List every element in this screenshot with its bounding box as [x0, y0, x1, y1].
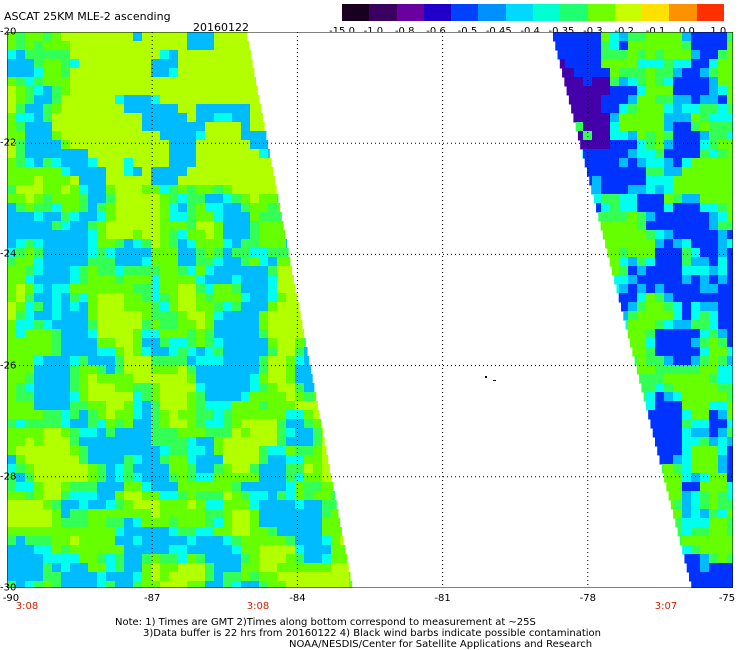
colorbar-swatch [642, 4, 670, 21]
grid-lines [7, 32, 733, 588]
colorbar-swatch [532, 4, 561, 21]
x-tick-label: -81 [434, 593, 451, 604]
map-canvas [7, 32, 733, 588]
colorbar-swatch [505, 4, 533, 21]
colorbar [342, 4, 724, 21]
note-line-1: Note: 1) Times are GMT 2)Times along bot… [115, 617, 536, 628]
pass-time-east: 3:07 [654, 601, 678, 612]
colorbar-swatch [696, 4, 724, 21]
y-tick-label: -24 [0, 248, 17, 260]
x-tick-label: -90 [2, 593, 20, 604]
wind-barb-marks [485, 376, 496, 381]
y-tick-label: -28 [0, 471, 17, 483]
x-tick-label: -87 [144, 593, 161, 604]
colorbar-swatch [560, 4, 588, 21]
colorbar-swatch [669, 4, 697, 21]
note-line-3: NOAA/NESDIS/Center for Satellite Applica… [289, 639, 593, 650]
y-tick-label: -26 [0, 360, 17, 372]
colorbar-swatch [423, 4, 452, 21]
y-tick-label: -22 [0, 137, 17, 149]
colorbar-swatch [396, 4, 424, 21]
x-tick-label: -84 [289, 593, 306, 604]
colorbar-swatch [478, 4, 506, 21]
pass-time-center: 3:08 [246, 601, 270, 612]
y-tick-label: -30 [0, 582, 17, 594]
colorbar-swatch [614, 4, 643, 21]
x-tick-label: -78 [579, 593, 596, 604]
map-panel [7, 32, 733, 588]
x-tick-label: -75 [718, 593, 736, 604]
map-title: ASCAT 25KM MLE-2 ascending [4, 10, 171, 23]
colorbar-swatch [342, 4, 370, 21]
swath-west [7, 32, 353, 588]
colorbar-swatch [369, 4, 397, 21]
note-line-2: 3)Data buffer is 22 hrs from 20160122 4)… [143, 628, 601, 639]
y-tick-label: -20 [0, 26, 17, 38]
map-date: 20160122 [193, 21, 249, 34]
colorbar-swatch [451, 4, 479, 21]
colorbar-swatch [587, 4, 615, 21]
swath-east [553, 32, 733, 588]
pass-time-west: 3:08 [15, 601, 39, 612]
